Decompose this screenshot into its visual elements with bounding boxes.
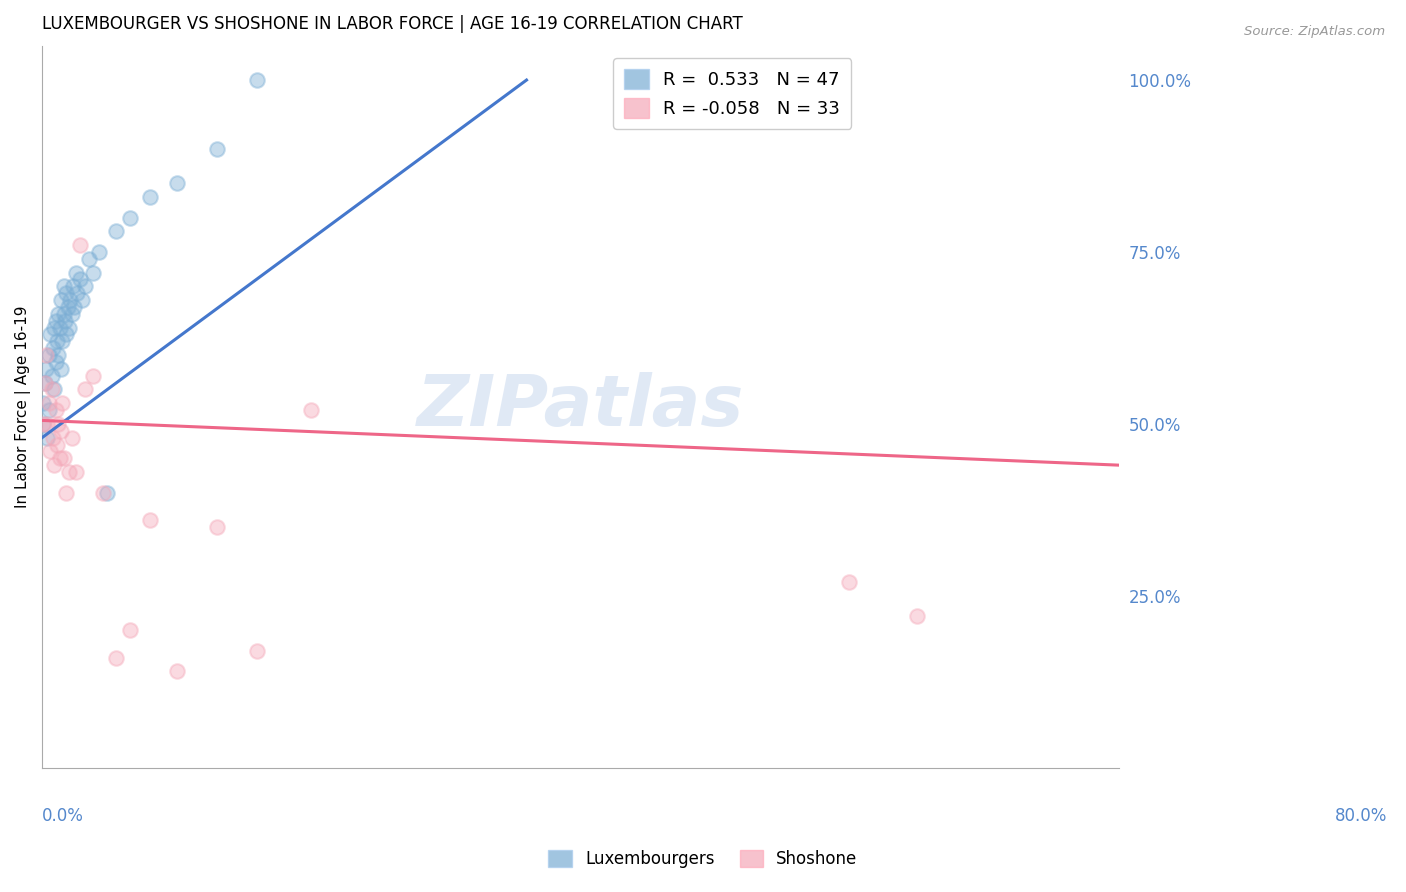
Point: [58, 320, 80, 334]
Point: [77, 252, 100, 266]
Text: 80.0%: 80.0%: [1336, 807, 1388, 825]
Point: [105, 224, 128, 238]
Point: [118, 623, 141, 637]
Point: [39, 327, 62, 342]
Point: [56, 300, 79, 314]
Point: [55, 485, 77, 500]
Point: [48, 320, 70, 334]
Point: [299, 403, 322, 417]
Point: [49, 293, 72, 307]
Point: [91, 485, 114, 500]
Point: [35, 362, 58, 376]
Point: [166, 176, 188, 190]
Point: [51, 396, 73, 410]
Point: [905, 609, 928, 624]
Point: [46, 307, 69, 321]
Point: [69, 238, 91, 252]
Point: [37, 417, 59, 431]
Point: [44, 458, 66, 472]
Point: [166, 665, 188, 679]
Point: [38, 348, 60, 362]
Point: [42, 431, 65, 445]
Point: [105, 650, 128, 665]
Point: [51, 334, 73, 349]
Point: [205, 520, 228, 534]
Point: [118, 211, 141, 225]
Point: [205, 142, 228, 156]
Point: [63, 300, 86, 314]
Point: [39, 444, 62, 458]
Point: [65, 266, 87, 280]
Point: [65, 465, 87, 479]
Text: LUXEMBOURGER VS SHOSHONE IN LABOR FORCE | AGE 16-19 CORRELATION CHART: LUXEMBOURGER VS SHOSHONE IN LABOR FORCE …: [42, 15, 742, 33]
Point: [58, 465, 80, 479]
Point: [82, 266, 104, 280]
Point: [34, 376, 56, 390]
Point: [45, 437, 67, 451]
Point: [60, 431, 83, 445]
Point: [139, 190, 162, 204]
Point: [45, 403, 67, 417]
Point: [52, 307, 75, 321]
Point: [96, 485, 118, 500]
Point: [59, 293, 82, 307]
Point: [37, 431, 59, 445]
Text: Source: ZipAtlas.com: Source: ZipAtlas.com: [1244, 25, 1385, 38]
Point: [69, 272, 91, 286]
Point: [72, 293, 94, 307]
Point: [838, 575, 860, 590]
Point: [87, 244, 110, 259]
Point: [44, 383, 66, 397]
Point: [32, 417, 55, 431]
Point: [38, 403, 60, 417]
Y-axis label: In Labor Force | Age 16-19: In Labor Force | Age 16-19: [15, 305, 31, 508]
Point: [82, 368, 104, 383]
Point: [246, 644, 269, 658]
Point: [35, 348, 58, 362]
Point: [53, 314, 76, 328]
Point: [52, 279, 75, 293]
Point: [49, 424, 72, 438]
Point: [46, 348, 69, 362]
Text: 0.0%: 0.0%: [42, 807, 84, 825]
Point: [66, 286, 89, 301]
Point: [45, 314, 67, 328]
Point: [32, 396, 55, 410]
Point: [75, 279, 97, 293]
Legend: R =  0.533   N = 47, R = -0.058   N = 33: R = 0.533 N = 47, R = -0.058 N = 33: [613, 58, 851, 128]
Legend: Luxembourgers, Shoshone: Luxembourgers, Shoshone: [541, 843, 865, 875]
Point: [246, 73, 269, 87]
Point: [42, 341, 65, 355]
Point: [46, 417, 69, 431]
Point: [45, 355, 67, 369]
Point: [49, 362, 72, 376]
Point: [44, 320, 66, 334]
Point: [55, 286, 77, 301]
Point: [38, 396, 60, 410]
Point: [34, 376, 56, 390]
Point: [60, 307, 83, 321]
Point: [52, 451, 75, 466]
Point: [48, 451, 70, 466]
Point: [32, 417, 55, 431]
Point: [62, 279, 84, 293]
Point: [139, 513, 162, 527]
Point: [75, 383, 97, 397]
Point: [41, 383, 63, 397]
Text: ZIPatlas: ZIPatlas: [416, 372, 744, 442]
Point: [55, 327, 77, 342]
Point: [45, 334, 67, 349]
Point: [41, 368, 63, 383]
